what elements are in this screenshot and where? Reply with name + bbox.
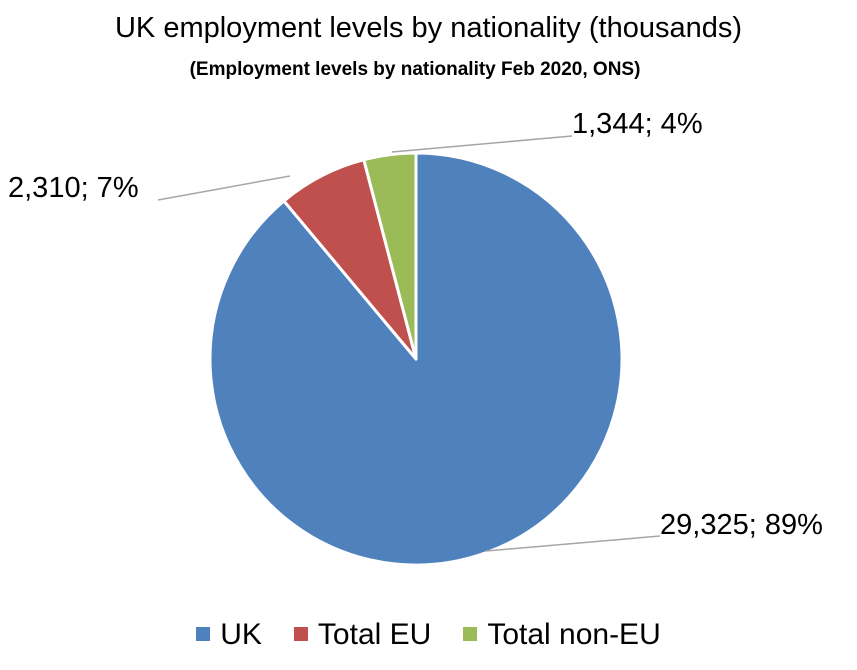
legend-label: Total non-EU bbox=[487, 618, 661, 651]
legend-item-total-non-eu: Total non-EU bbox=[463, 615, 661, 655]
legend-item-uk: UK bbox=[196, 615, 262, 655]
legend-swatch bbox=[293, 627, 308, 642]
legend-label: UK bbox=[220, 618, 262, 651]
chart-subtitle: (Employment levels by nationality Feb 20… bbox=[189, 59, 641, 80]
chart-title: UK employment levels by nationality (tho… bbox=[114, 12, 743, 44]
leader-line-uk bbox=[485, 535, 661, 552]
legend-swatch bbox=[463, 627, 478, 642]
pie-slice-uk bbox=[208, 151, 624, 567]
legend-label: Total EU bbox=[317, 618, 432, 651]
data-label-total-non-eu: 1,344; 4% bbox=[572, 108, 703, 140]
data-label-total-eu: 2,310; 7% bbox=[8, 172, 139, 204]
leader-line-total-non-eu bbox=[391, 135, 573, 153]
legend-swatch bbox=[196, 627, 211, 642]
leader-line-total-eu bbox=[157, 175, 291, 201]
chart-legend: UK Total EU Total non-EU bbox=[0, 615, 857, 655]
data-label-uk: 29,325; 89% bbox=[660, 509, 823, 541]
pie-chart: 29,325; 89% 2,310; 7% 1,344; 4% bbox=[8, 108, 823, 567]
pie-slice-total-non-eu bbox=[362, 151, 418, 361]
legend-item-total-eu: Total EU bbox=[293, 615, 432, 655]
